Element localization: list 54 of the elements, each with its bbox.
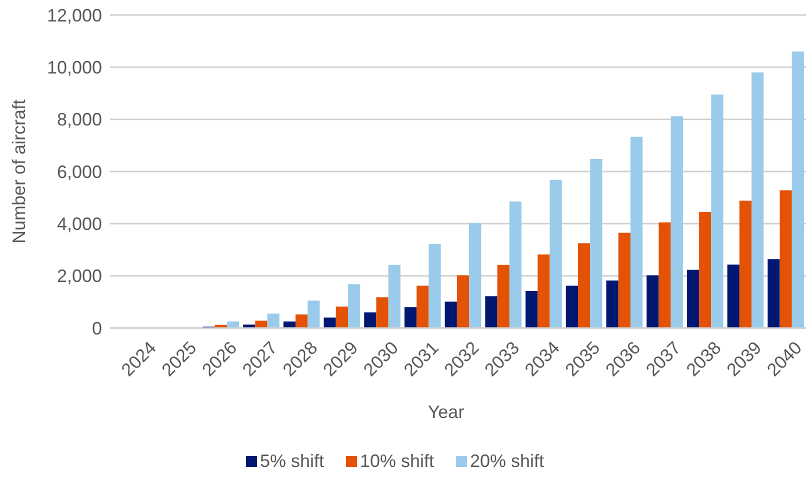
bar <box>711 94 724 328</box>
bar <box>780 190 792 328</box>
bar <box>456 275 470 328</box>
bar <box>497 264 510 328</box>
bar <box>699 212 712 328</box>
bar <box>768 259 780 328</box>
bar <box>727 264 740 328</box>
y-tick-label: 10,000 <box>46 57 102 78</box>
bar <box>606 280 618 328</box>
bar <box>566 286 578 328</box>
bar <box>296 314 308 328</box>
bar <box>550 180 562 328</box>
y-tick-label: 0 <box>92 318 102 338</box>
bar <box>255 320 268 328</box>
y-tick-label: 12,000 <box>46 5 102 26</box>
y-tick-label: 4,000 <box>56 214 102 234</box>
bar <box>336 306 348 328</box>
bar <box>226 321 240 328</box>
x-axis-title: Year <box>428 402 464 422</box>
bar <box>670 116 683 328</box>
legend-label: 20% shift <box>470 451 544 471</box>
bar <box>526 290 538 328</box>
bar <box>792 52 804 328</box>
bar <box>416 286 429 328</box>
bar <box>590 158 602 328</box>
bar <box>618 232 630 328</box>
bar <box>578 243 590 328</box>
bar <box>485 296 498 328</box>
bar <box>630 136 643 328</box>
bar <box>686 270 700 328</box>
bar <box>348 284 360 328</box>
bar <box>658 222 671 328</box>
y-tick-label: 6,000 <box>56 162 102 182</box>
bar <box>388 264 400 328</box>
y-axis-title: Number of aircraft <box>9 99 29 244</box>
y-tick-label: 8,000 <box>56 110 102 130</box>
bar <box>428 244 441 328</box>
bar <box>364 312 376 328</box>
bar <box>752 72 764 328</box>
bar <box>308 300 320 328</box>
bar <box>404 307 417 328</box>
y-tick-label: 2,000 <box>56 266 102 286</box>
bar <box>538 254 550 328</box>
legend-label: 10% shift <box>360 451 434 471</box>
bar <box>324 318 336 328</box>
bar <box>283 321 296 328</box>
bar <box>376 297 388 328</box>
bar <box>444 302 457 328</box>
bar <box>267 314 280 328</box>
bar <box>646 275 659 328</box>
bar <box>469 222 482 328</box>
bar <box>509 201 522 328</box>
bar <box>739 200 752 328</box>
legend-label: 5% shift <box>260 451 324 471</box>
